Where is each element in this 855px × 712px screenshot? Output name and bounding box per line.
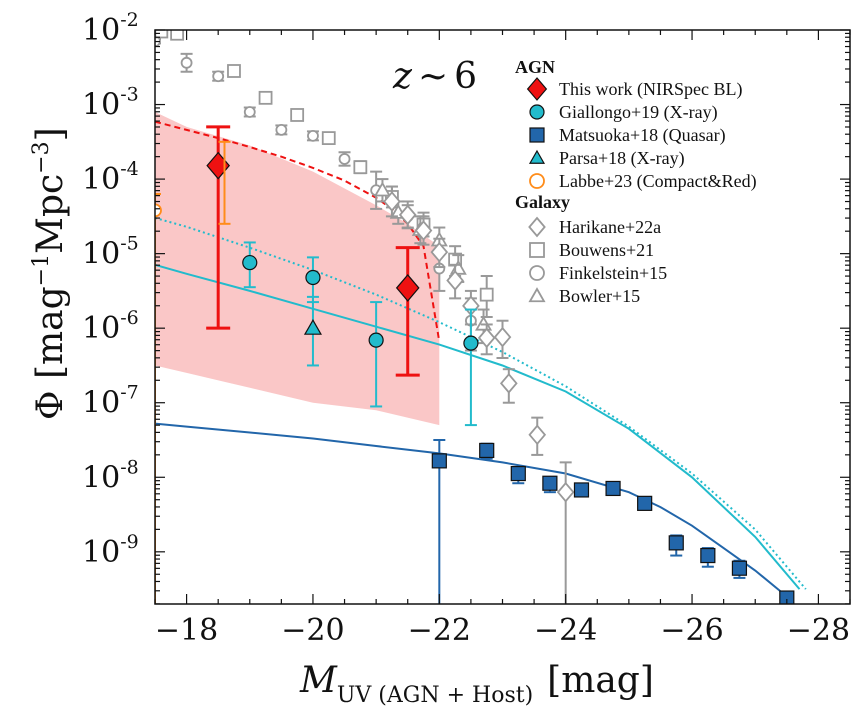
legend-item-labbe-23-compact-red: Labbe+23 (Compact&Red) <box>529 171 757 192</box>
harikane-22a-point <box>446 270 464 291</box>
finkelstein-15-point <box>180 56 193 69</box>
legend-label: Harikane+22a <box>559 217 661 237</box>
legend-marker-harikane-22a <box>528 216 546 238</box>
legend-label: Parsa+18 (X-ray) <box>559 148 685 169</box>
legend-label: Bowler+15 <box>559 286 640 306</box>
harikane-22a-point <box>556 481 575 503</box>
bowler-15-point <box>373 181 392 197</box>
matsuoka-18-point <box>668 535 684 551</box>
legend-label: This work (NIRSpec BL) <box>559 79 742 100</box>
y-tick-label: 10-4 <box>82 158 139 197</box>
bouwens-21-point <box>321 131 336 145</box>
matsuoka-18-point <box>479 442 495 459</box>
harikane-22a-point <box>383 191 401 212</box>
x-axis-title: MUV (AGN + Host) [mag] <box>299 660 654 708</box>
labbe-23-point <box>155 203 162 218</box>
legend-item-harikane-22a: Harikane+22a <box>528 216 661 238</box>
y-tick-label: 10-9 <box>82 531 139 570</box>
harikane-22a-point <box>414 220 433 241</box>
matsuoka-18-point <box>731 560 748 576</box>
matsuoka-18-point <box>431 453 447 469</box>
matsuoka-18-point <box>510 465 526 482</box>
legend-marker-finkelstein-15 <box>529 265 545 281</box>
legend-galaxy-title: Galaxy <box>515 192 570 212</box>
matsuoka-18-series <box>431 439 795 604</box>
harikane-22a-point <box>528 424 547 446</box>
legend-item-finkelstein-15: Finkelstein+15 <box>529 263 667 283</box>
harikane-22a-point <box>499 372 518 394</box>
x-tick-label: −18 <box>155 613 218 648</box>
legend-item-this-work-nirspec-bl: This work (NIRSpec BL) <box>526 77 742 101</box>
legend-label: Bouwens+21 <box>559 240 654 260</box>
y-tick-label: 10-8 <box>82 456 139 495</box>
legend-marker-bouwens-21 <box>529 242 545 258</box>
y-tick-label: 10-6 <box>82 307 139 346</box>
x-tick-label: −22 <box>408 613 471 648</box>
finkelstein-15-point <box>243 106 256 118</box>
harikane-22a-series <box>383 185 575 604</box>
y-tick-label: 10-2 <box>82 9 139 48</box>
finkelstein-15-point <box>275 123 288 136</box>
giallongo-19-series <box>242 241 479 427</box>
giallongo-19-point <box>368 332 384 348</box>
legend-marker-giallongo-19-x-ray <box>529 104 545 120</box>
this-work-nirspec-bl-point <box>395 274 420 302</box>
legend-label: Giallongo+19 (X-ray) <box>559 102 718 123</box>
giallongo-19-point <box>463 335 479 351</box>
legend-label: Finkelstein+15 <box>559 263 667 283</box>
bouwens-21-point <box>155 30 169 39</box>
y-tick-label: 10-5 <box>82 233 139 272</box>
legend-marker-parsa-18-x-ray <box>528 149 546 164</box>
matsuoka-18-point <box>542 475 558 491</box>
y-axis-title: Φ [mag−1Mpc−3] <box>29 127 71 420</box>
uncertainty-band <box>155 112 440 426</box>
legend-item-bowler-15: Bowler+15 <box>528 286 640 306</box>
bouwens-21-series <box>155 30 494 318</box>
harikane-22a-point <box>398 204 417 226</box>
harikane-22a-point <box>430 241 449 263</box>
harikane-22a-point <box>477 327 496 349</box>
finkelstein-15-point <box>212 70 225 83</box>
giallongo-19-point <box>242 254 258 271</box>
legend-marker-bowler-15 <box>528 287 546 303</box>
legend-item-bouwens-21: Bouwens+21 <box>529 240 654 260</box>
bouwens-21-point <box>258 90 273 105</box>
finkelstein-15-point <box>307 129 319 142</box>
legend-item-giallongo-19-x-ray: Giallongo+19 (X-ray) <box>529 102 718 123</box>
x-tick-label: −28 <box>787 613 850 648</box>
legend-marker-this-work-nirspec-bl <box>526 77 548 101</box>
matsuoka-18-point <box>573 482 590 498</box>
legend-label: Labbe+23 (Compact&Red) <box>559 171 757 192</box>
matsuoka-18-point <box>779 590 795 604</box>
bouwens-21-point <box>290 108 305 122</box>
matsuoka-18-point <box>700 547 716 564</box>
bouwens-21-point <box>170 30 185 41</box>
harikane-22a-point <box>493 326 512 348</box>
legend-item-matsuoka-18-quasar: Matsuoka+18 (Quasar) <box>529 125 726 146</box>
bouwens-21-point <box>227 64 241 78</box>
legend-marker-labbe-23-compact-red <box>529 173 545 189</box>
matsuoka-fit-curve <box>155 422 788 598</box>
bouwens-21-point <box>479 287 494 302</box>
redshift-label: z ∼ 6 <box>392 56 477 97</box>
matsuoka-18-point <box>637 495 653 511</box>
finkelstein-15-point <box>338 153 351 165</box>
legend-agn-title: AGN <box>515 57 555 77</box>
y-tick-label: 10-7 <box>82 382 139 421</box>
giallongo-19-point <box>305 269 321 286</box>
labbe-23-series <box>155 193 162 604</box>
legend-label: Matsuoka+18 (Quasar) <box>559 125 726 146</box>
orange-error-bar-series <box>218 140 231 225</box>
legend-item-parsa-18-x-ray: Parsa+18 (X-ray) <box>528 148 685 169</box>
bouwens-21-point <box>353 160 368 175</box>
x-tick-label: −24 <box>534 613 597 648</box>
legend-marker-matsuoka-18-quasar <box>529 127 545 143</box>
x-tick-label: −26 <box>660 613 723 648</box>
parsa-18-point <box>303 318 322 335</box>
matsuoka-18-point <box>605 480 621 497</box>
y-tick-label: 10-3 <box>82 84 139 123</box>
x-tick-label: −20 <box>281 613 344 648</box>
parsa-18-series <box>303 295 322 367</box>
